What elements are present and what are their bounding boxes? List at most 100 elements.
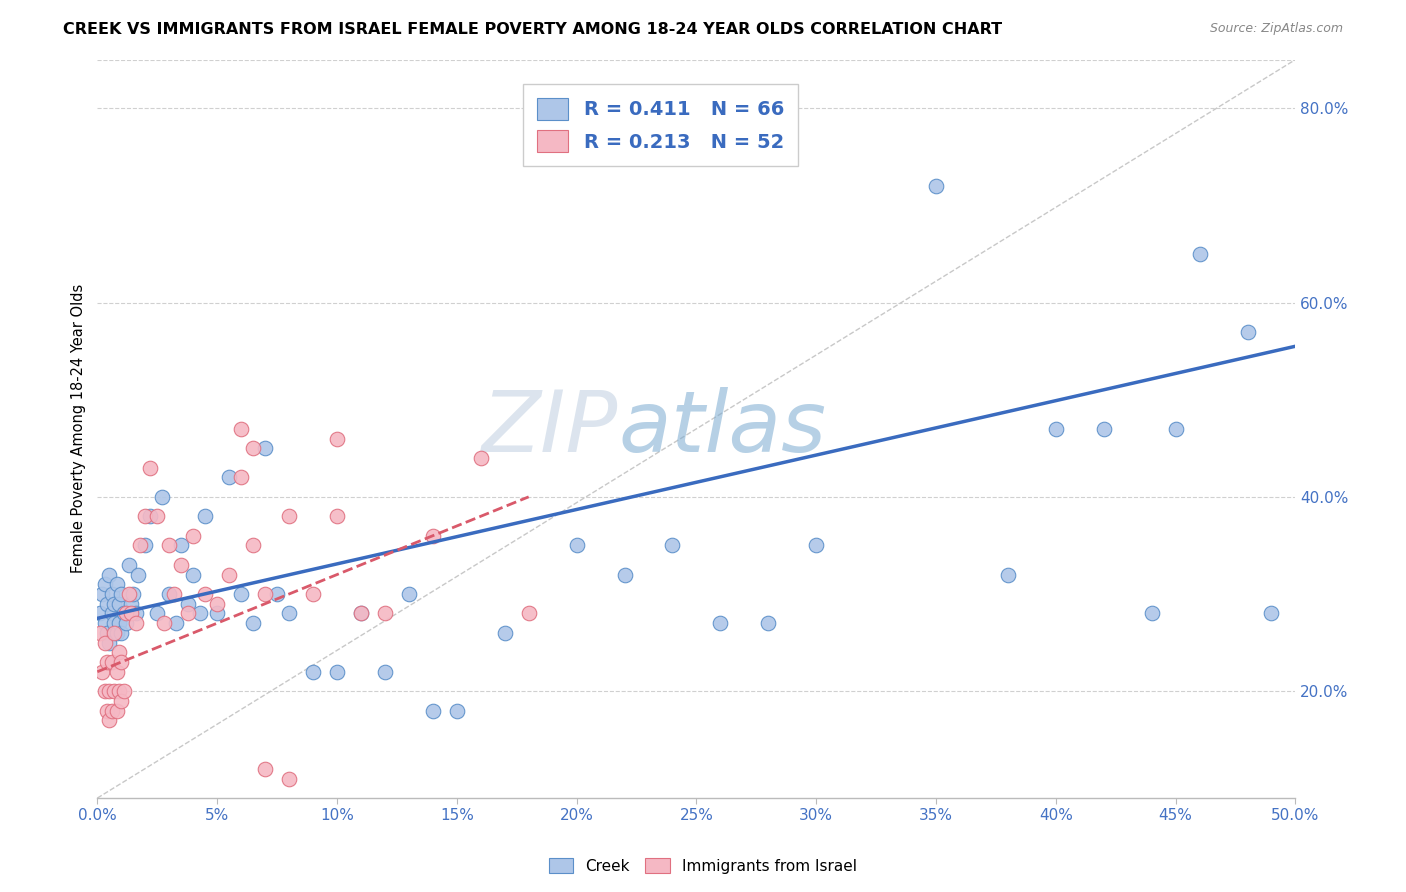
- Point: [326, 432, 349, 446]
- Point: [100, 704, 122, 718]
- Point: [1140, 607, 1163, 621]
- Point: [374, 665, 396, 679]
- Point: [661, 538, 683, 552]
- Point: [150, 490, 173, 504]
- Point: [103, 684, 125, 698]
- Legend: R = 0.411   N = 66, R = 0.213   N = 52: R = 0.411 N = 66, R = 0.213 N = 52: [523, 84, 797, 166]
- Point: [1188, 247, 1211, 261]
- Point: [96, 655, 118, 669]
- Point: [115, 616, 138, 631]
- Point: [98, 635, 121, 649]
- Point: [470, 450, 492, 465]
- Point: [93, 577, 115, 591]
- Point: [242, 442, 264, 456]
- Point: [117, 587, 139, 601]
- Point: [108, 597, 131, 611]
- Point: [98, 714, 121, 728]
- Point: [170, 558, 193, 572]
- Point: [709, 616, 731, 631]
- Point: [103, 626, 125, 640]
- Point: [170, 538, 193, 552]
- Text: ZIP: ZIP: [482, 387, 619, 470]
- Point: [756, 616, 779, 631]
- Point: [205, 607, 228, 621]
- Point: [302, 587, 325, 601]
- Point: [181, 529, 204, 543]
- Point: [110, 587, 132, 601]
- Point: [254, 442, 277, 456]
- Legend: Creek, Immigrants from Israel: Creek, Immigrants from Israel: [543, 852, 863, 880]
- Point: [122, 587, 145, 601]
- Point: [105, 704, 128, 718]
- Point: [146, 607, 169, 621]
- Point: [157, 538, 180, 552]
- Point: [120, 607, 142, 621]
- Point: [254, 762, 277, 776]
- Point: [98, 567, 121, 582]
- Point: [108, 616, 131, 631]
- Point: [89, 626, 111, 640]
- Text: atlas: atlas: [619, 387, 827, 470]
- Point: [494, 626, 516, 640]
- Point: [218, 567, 240, 582]
- Point: [278, 607, 301, 621]
- Point: [242, 616, 264, 631]
- Point: [96, 626, 118, 640]
- Point: [110, 626, 132, 640]
- Point: [89, 607, 111, 621]
- Point: [93, 616, 115, 631]
- Point: [112, 684, 135, 698]
- Point: [134, 538, 156, 552]
- Point: [194, 509, 217, 524]
- Point: [146, 509, 169, 524]
- Point: [422, 704, 444, 718]
- Point: [1045, 422, 1067, 436]
- Point: [91, 587, 114, 601]
- Point: [177, 607, 200, 621]
- Point: [254, 587, 277, 601]
- Point: [100, 655, 122, 669]
- Point: [517, 607, 540, 621]
- Point: [110, 655, 132, 669]
- Point: [96, 704, 118, 718]
- Point: [112, 607, 135, 621]
- Point: [100, 607, 122, 621]
- Text: CREEK VS IMMIGRANTS FROM ISRAEL FEMALE POVERTY AMONG 18-24 YEAR OLDS CORRELATION: CREEK VS IMMIGRANTS FROM ISRAEL FEMALE P…: [63, 22, 1002, 37]
- Point: [242, 538, 264, 552]
- Point: [110, 694, 132, 708]
- Point: [194, 587, 217, 601]
- Point: [229, 470, 252, 484]
- Point: [103, 597, 125, 611]
- Point: [925, 178, 948, 193]
- Point: [163, 587, 186, 601]
- Point: [190, 607, 212, 621]
- Point: [91, 665, 114, 679]
- Point: [446, 704, 468, 718]
- Point: [398, 587, 420, 601]
- Point: [157, 587, 180, 601]
- Point: [302, 665, 325, 679]
- Point: [125, 616, 148, 631]
- Point: [115, 607, 138, 621]
- Point: [1260, 607, 1282, 621]
- Point: [117, 558, 139, 572]
- Point: [205, 597, 228, 611]
- Point: [1092, 422, 1115, 436]
- Point: [139, 509, 162, 524]
- Point: [165, 616, 187, 631]
- Point: [120, 597, 142, 611]
- Point: [129, 538, 152, 552]
- Point: [997, 567, 1019, 582]
- Point: [96, 597, 118, 611]
- Point: [326, 665, 349, 679]
- Point: [100, 587, 122, 601]
- Point: [108, 684, 131, 698]
- Point: [134, 509, 156, 524]
- Point: [422, 529, 444, 543]
- Point: [350, 607, 373, 621]
- Point: [326, 509, 349, 524]
- Point: [278, 772, 301, 786]
- Point: [350, 607, 373, 621]
- Point: [127, 567, 149, 582]
- Y-axis label: Female Poverty Among 18-24 Year Olds: Female Poverty Among 18-24 Year Olds: [72, 285, 86, 574]
